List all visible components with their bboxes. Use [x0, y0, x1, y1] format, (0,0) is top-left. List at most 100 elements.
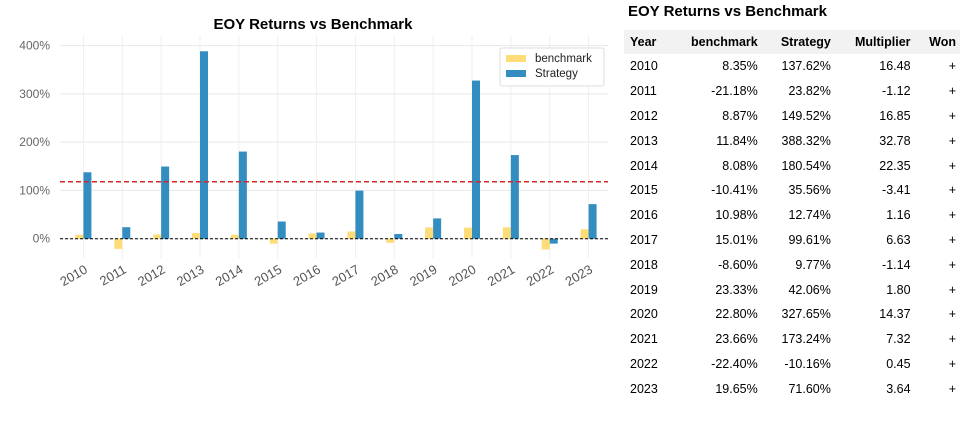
strategy-bar: [355, 190, 364, 239]
cell-won: +: [948, 332, 956, 347]
y-tick-label: 100%: [19, 183, 50, 197]
benchmark-bar: [580, 229, 589, 239]
cell-multiplier: 3.64: [886, 381, 911, 396]
strategy-bar: [394, 233, 403, 239]
cell-won: +: [948, 356, 956, 371]
column-header-multiplier: Multiplier: [836, 30, 917, 54]
cell-multiplier: -1.14: [882, 257, 911, 272]
x-tick-label: 2013: [174, 262, 207, 289]
cell-won: +: [948, 84, 956, 99]
column-header-won: Won: [916, 30, 960, 54]
x-tick-label: 2016: [291, 262, 324, 289]
cell-won: +: [948, 257, 956, 272]
cell-strategy: 173.24%: [781, 332, 831, 347]
benchmark-bar: [114, 238, 123, 249]
cell-benchmark: -21.18%: [711, 84, 758, 99]
strategy-bar: [200, 51, 208, 239]
cell-won: +: [948, 282, 956, 297]
benchmark-bar: [230, 234, 239, 239]
legend-swatch: [506, 70, 526, 77]
cell-year: 2019: [630, 282, 658, 297]
cell-multiplier: 7.32: [886, 332, 911, 347]
table-title: EOY Returns vs Benchmark: [628, 3, 827, 20]
strategy-bar: [277, 221, 286, 239]
cell-strategy: 35.56%: [788, 183, 831, 198]
cell-year: 2010: [630, 59, 658, 74]
table-row: 2020 22.80% 327.65% 14.37 +: [624, 302, 960, 327]
benchmark-bar: [269, 238, 278, 244]
legend-swatch: [506, 55, 526, 62]
x-tick-label: 2020: [446, 262, 479, 289]
cell-year: 2020: [630, 307, 658, 322]
table-row: 2022 -22.40% -10.16% 0.45 +: [624, 352, 960, 377]
benchmark-bar: [541, 238, 550, 250]
strategy-bar: [238, 151, 247, 239]
strategy-bar: [472, 80, 480, 239]
cell-benchmark: -8.60%: [718, 257, 758, 272]
benchmark-bar: [75, 234, 84, 239]
table-row: 2015 -10.41% 35.56% -3.41 +: [624, 178, 960, 203]
cell-year: 2017: [630, 232, 658, 247]
table-row: 2016 10.98% 12.74% 1.16 +: [624, 203, 960, 228]
cell-year: 2016: [630, 208, 658, 223]
strategy-bar: [510, 155, 519, 239]
eoy-returns-chart: EOY Returns vs Benchmark 0% 100% 200% 300% 40…: [19, 16, 608, 289]
x-tick-label: 2021: [485, 262, 518, 289]
cell-benchmark: 8.08%: [722, 158, 758, 173]
x-tick-label: 2023: [563, 262, 596, 289]
cell-multiplier: 0.45: [886, 356, 911, 371]
cell-year: 2015: [630, 183, 658, 198]
cell-strategy: 99.61%: [788, 232, 831, 247]
cell-multiplier: 16.85: [879, 108, 911, 123]
table-row: 2013 11.84% 388.32% 32.78 +: [624, 128, 960, 153]
cell-benchmark: -10.41%: [711, 183, 758, 198]
benchmark-bar: [192, 232, 200, 239]
y-tick-label: 200%: [19, 135, 50, 149]
cell-strategy: 137.62%: [781, 59, 831, 74]
cell-won: +: [948, 381, 956, 396]
cell-year: 2023: [630, 381, 658, 396]
x-tick-label: 2019: [407, 262, 440, 289]
table-row: 2014 8.08% 180.54% 22.35 +: [624, 153, 960, 178]
y-tick-label: 300%: [19, 87, 50, 101]
cell-strategy: 9.77%: [795, 257, 831, 272]
cell-won: +: [948, 133, 956, 148]
column-header-strategy: Strategy: [763, 30, 837, 54]
chart-title: EOY Returns vs Benchmark: [214, 16, 414, 33]
eoy-returns-table-panel: EOY Returns vs Benchmark Year benchmark …: [624, 0, 966, 401]
strategy-bar: [433, 218, 442, 239]
cell-multiplier: 22.35: [879, 158, 911, 173]
cell-multiplier: 16.48: [879, 59, 911, 74]
benchmark-bar: [464, 227, 472, 239]
x-tick-label: 2018: [368, 262, 401, 289]
table-row: 2010 8.35% 137.62% 16.48 +: [624, 54, 960, 79]
cell-benchmark: 10.98%: [715, 208, 758, 223]
cell-won: +: [948, 59, 956, 74]
cell-multiplier: 32.78: [879, 133, 911, 148]
strategy-bar: [588, 204, 597, 239]
x-tick-label: 2011: [97, 262, 129, 289]
table-row: 2017 15.01% 99.61% 6.63 +: [624, 228, 960, 253]
table-body: 2010 8.35% 137.62% 16.48 +2011 -21.18% 23.82% -…: [624, 54, 960, 401]
legend-label: Strategy: [535, 68, 578, 80]
cell-year: 2011: [630, 84, 657, 99]
table-row: 2023 19.65% 71.60% 3.64 +: [624, 376, 960, 401]
strategy-bar: [83, 172, 92, 239]
cell-won: +: [948, 307, 956, 322]
cell-multiplier: 14.37: [879, 307, 911, 322]
cell-multiplier: -3.41: [882, 183, 911, 198]
x-tick-label: 2022: [524, 262, 557, 289]
cell-benchmark: 8.35%: [722, 59, 758, 74]
cell-benchmark: 15.01%: [715, 232, 758, 247]
benchmark-bar: [502, 227, 511, 239]
cell-won: +: [948, 232, 956, 247]
cell-strategy: 180.54%: [781, 158, 831, 173]
cell-benchmark: 23.33%: [715, 282, 758, 297]
benchmark-bar: [347, 231, 356, 239]
cell-multiplier: 1.16: [886, 208, 911, 223]
benchmark-bar: [153, 234, 162, 239]
x-tick-label: 2012: [135, 262, 168, 289]
benchmark-bar: [308, 233, 317, 239]
cell-year: 2014: [630, 158, 658, 173]
eoy-returns-table: Year benchmark Strategy Multiplier Won 2…: [624, 30, 960, 401]
